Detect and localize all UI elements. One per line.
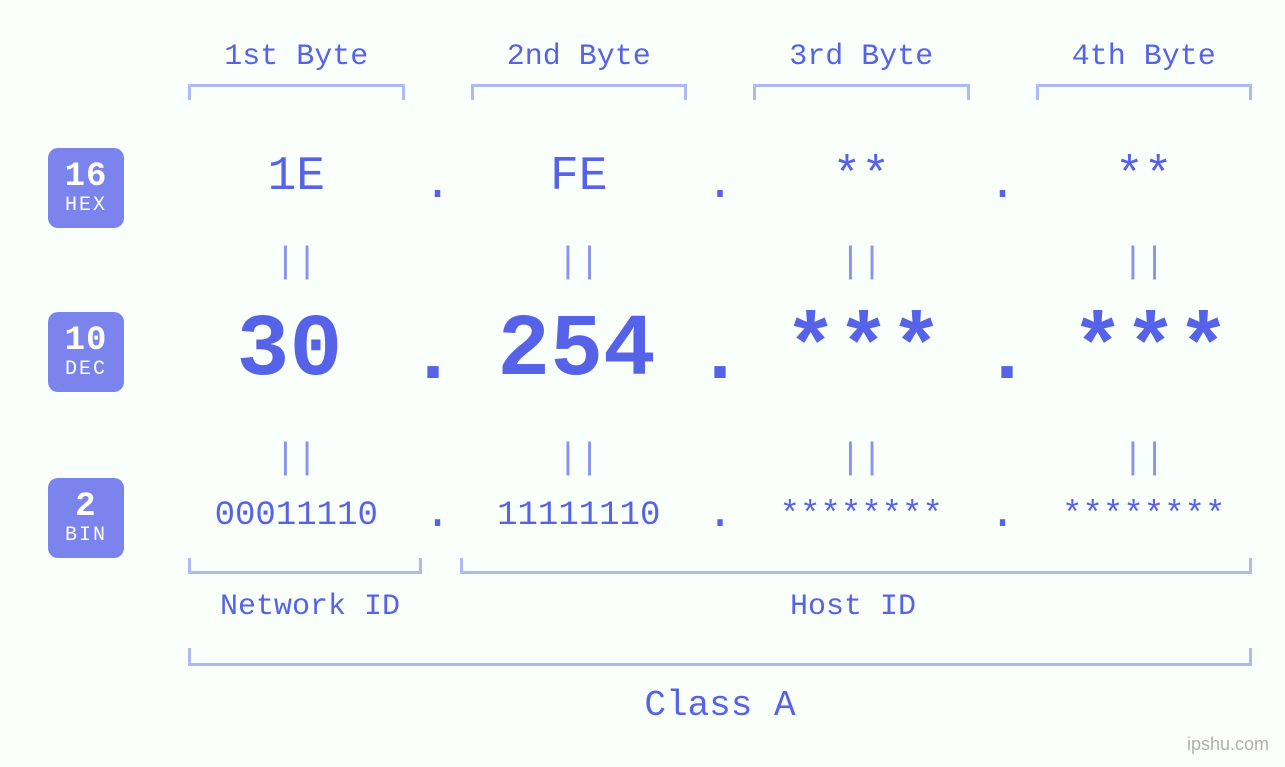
bin-row: 00011110 . 11111110 . ******** . *******…	[170, 490, 1270, 542]
host-id-label: Host ID	[790, 590, 916, 624]
dec-byte: ***	[1031, 302, 1270, 401]
ip-class-label: Class A	[170, 685, 1270, 726]
dec-row: 30 . 254 . *** . ***	[170, 302, 1270, 401]
base-badge-bin: 2 BIN	[48, 478, 124, 558]
equals-icon: ||	[170, 438, 423, 479]
hex-row: 1E . FE . ** . **	[170, 150, 1270, 204]
bin-byte: 11111110	[453, 497, 706, 535]
bracket-icon	[188, 84, 405, 100]
watermark-text: ipshu.com	[1187, 734, 1269, 755]
base-badge-dec: 10 DEC	[48, 312, 124, 392]
badge-num: 10	[65, 324, 108, 360]
byte-header: 4th Byte	[1018, 40, 1271, 74]
bracket-icon	[1036, 84, 1253, 100]
byte-top-brackets	[170, 84, 1270, 100]
equals-row: || || || ||	[170, 438, 1270, 479]
byte-header: 1st Byte	[170, 40, 423, 74]
badge-label: HEX	[65, 195, 107, 216]
badge-label: DEC	[65, 359, 107, 380]
dec-byte: 254	[457, 302, 696, 401]
bin-byte: ********	[1018, 497, 1271, 535]
badge-num: 16	[65, 160, 108, 196]
byte-header: 2nd Byte	[453, 40, 706, 74]
equals-icon: ||	[735, 242, 988, 283]
equals-icon: ||	[453, 438, 706, 479]
bracket-icon	[471, 84, 688, 100]
hex-byte: **	[735, 150, 988, 204]
dot-separator: .	[423, 158, 453, 212]
equals-icon: ||	[1018, 438, 1271, 479]
dot-separator: .	[988, 488, 1018, 540]
equals-icon: ||	[170, 242, 423, 283]
bracket-icon	[188, 648, 1252, 666]
equals-icon: ||	[453, 242, 706, 283]
byte-headers-row: 1st Byte 2nd Byte 3rd Byte 4th Byte	[170, 40, 1270, 74]
badge-num: 2	[75, 490, 96, 526]
bracket-icon	[460, 558, 1252, 574]
bracket-icon	[188, 558, 422, 574]
dot-separator: .	[696, 312, 744, 403]
network-host-brackets	[170, 558, 1270, 578]
network-id-label: Network ID	[220, 590, 400, 624]
hex-byte: FE	[453, 150, 706, 204]
byte-header: 3rd Byte	[735, 40, 988, 74]
equals-row: || || || ||	[170, 242, 1270, 283]
dot-separator: .	[705, 158, 735, 212]
class-bracket	[188, 648, 1252, 668]
dot-separator: .	[423, 488, 453, 540]
bracket-icon	[753, 84, 970, 100]
equals-icon: ||	[735, 438, 988, 479]
bin-byte: 00011110	[170, 497, 423, 535]
dec-byte: ***	[744, 302, 983, 401]
base-badge-hex: 16 HEX	[48, 148, 124, 228]
hex-byte: 1E	[170, 150, 423, 204]
badge-label: BIN	[65, 525, 107, 546]
dot-separator: .	[409, 312, 457, 403]
dot-separator: .	[988, 158, 1018, 212]
hex-byte: **	[1018, 150, 1271, 204]
bin-byte: ********	[735, 497, 988, 535]
equals-icon: ||	[1018, 242, 1271, 283]
dec-byte: 30	[170, 302, 409, 401]
dot-separator: .	[983, 312, 1031, 403]
dot-separator: .	[705, 488, 735, 540]
